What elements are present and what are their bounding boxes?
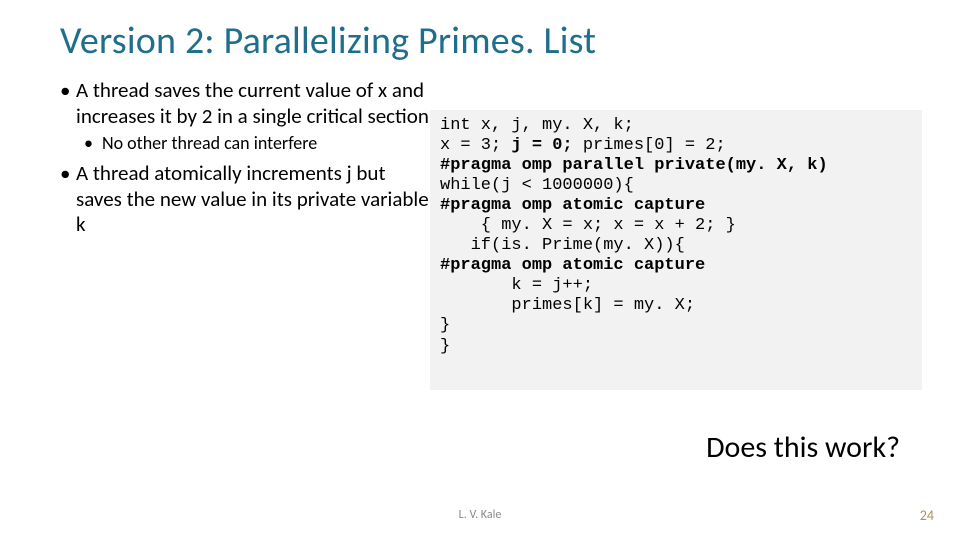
code-line: { my. X = x; x = x + 2; }: [440, 216, 912, 236]
code-line: if(is. Prime(my. X)){: [440, 236, 912, 256]
page-number: 24: [920, 507, 934, 524]
code-keyword: j = 0;: [511, 136, 572, 155]
code-line: #pragma omp parallel private(my. X, k): [440, 156, 912, 176]
code-line: }: [440, 316, 912, 336]
bullet-column: A thread saves the current value of x an…: [60, 78, 430, 244]
code-text: x = 3;: [440, 136, 511, 155]
bullet-list: A thread saves the current value of x an…: [60, 78, 430, 238]
code-text: }: [440, 316, 450, 335]
code-line: #pragma omp atomic capture: [440, 196, 912, 216]
sub-bullet-item: No other thread can interfere: [84, 133, 430, 155]
code-line: #pragma omp atomic capture: [440, 256, 912, 276]
code-line: int x, j, my. X, k;: [440, 116, 912, 136]
code-text: { my. X = x; x = x + 2; }: [440, 216, 736, 235]
code-text: }: [440, 337, 450, 356]
code-line: }: [440, 337, 912, 357]
code-text: primes[0] = 2;: [573, 136, 726, 155]
code-text: k = j++;: [440, 276, 593, 295]
code-text: while(j < 1000000){: [440, 176, 634, 195]
code-text: int x, j, my. X, k;: [440, 116, 634, 135]
code-keyword: #pragma omp parallel private(my. X, k): [440, 156, 828, 175]
sub-bullet-list: No other thread can interfere: [76, 133, 430, 155]
slide-title: Version 2: Parallelizing Primes. List: [60, 18, 900, 64]
code-line: x = 3; j = 0; primes[0] = 2;: [440, 136, 912, 156]
bullet-text: A thread saves the current value of x an…: [76, 77, 429, 129]
bullet-item: A thread saves the current value of x an…: [60, 78, 430, 155]
code-line: primes[k] = my. X;: [440, 296, 912, 316]
bullet-text: A thread atomically increments j but sav…: [76, 160, 429, 237]
footer-author: L. V. Kale: [459, 508, 502, 522]
bullet-item: A thread atomically increments j but sav…: [60, 161, 430, 238]
question-text: Does this work?: [706, 429, 900, 466]
code-text: primes[k] = my. X;: [440, 296, 695, 315]
code-text: if(is. Prime(my. X)){: [440, 236, 685, 255]
sub-bullet-text: No other thread can interfere: [102, 132, 317, 154]
slide: Version 2: Parallelizing Primes. List A …: [0, 0, 960, 540]
code-keyword: #pragma omp atomic capture: [440, 196, 705, 215]
code-line: while(j < 1000000){: [440, 176, 912, 196]
code-block: int x, j, my. X, k;x = 3; j = 0; primes[…: [430, 110, 922, 390]
code-line: k = j++;: [440, 276, 912, 296]
code-keyword: #pragma omp atomic capture: [440, 256, 705, 275]
